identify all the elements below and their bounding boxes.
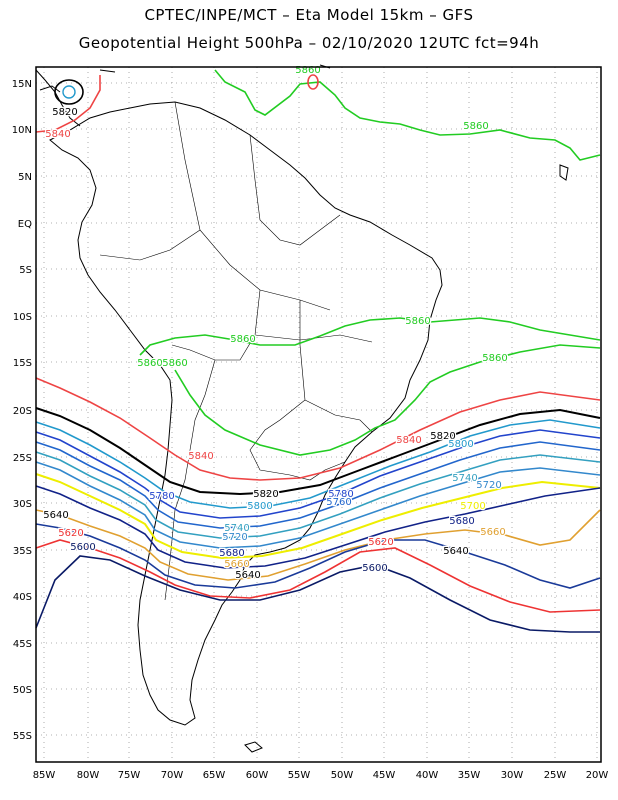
contour-label: 5720 [222,532,247,543]
contour-label: 5640 [43,510,68,521]
contour-5660 [35,509,601,581]
contour-5860-low [307,74,319,90]
contour-label: 5800 [247,501,272,512]
contour-5680 [35,485,601,569]
lon-tick-label: 70W [161,770,184,781]
contour-label: 5800 [448,439,473,450]
contour-label: 5740 [452,473,477,484]
contour-label: 5660 [480,527,505,538]
contour-label: 5660 [224,559,249,570]
contour-label: 5820 [430,431,455,442]
contour-label: 5720 [476,480,501,491]
caribbean-islands [39,64,569,181]
lat-tick-label: 10S [13,312,32,323]
contour-label: 5860 [230,334,255,345]
lat-tick-label: 30S [13,499,32,510]
contour-label: 5840 [188,451,213,462]
contour-label: 5680 [219,548,244,559]
lat-tick-label: 55S [13,731,32,742]
contour-label: 5820 [253,489,278,500]
lon-tick-label: 45W [373,770,396,781]
lat-tick-label: 35S [13,546,32,557]
contour-label: 5740 [224,523,249,534]
contour-label: 5860 [463,121,488,132]
lon-tick-label: 55W [288,770,311,781]
lat-tick-label: 50S [13,685,32,696]
lon-tick-label: 25W [544,770,567,781]
contour-5840-north [35,75,101,133]
contour-label: 5860 [162,358,187,369]
contour-label: 5640 [443,546,468,557]
lat-tick-label: 15N [12,79,32,90]
lon-tick-label: 50W [331,770,354,781]
lon-tick-label: 40W [416,770,439,781]
contour-5640 [35,523,601,589]
contour-label: 5620 [58,528,83,539]
lat-tick-label: 10N [12,125,32,136]
lat-tick-label: 25S [13,453,32,464]
contour-5720 [35,461,601,549]
lat-tick-label: 15S [13,358,32,369]
contour-label: 5620 [368,537,393,548]
falkland-islands [244,741,263,753]
contour-label: 5840 [45,129,70,140]
contour-label: 5680 [449,516,474,527]
contour-label: 5780 [149,491,174,502]
latitude-labels: 15N 10N 5N EQ 5S 10S 15S 20S 25S 30S 35S 40S 45S 50S 5… [12,79,32,742]
contour-5700 [35,473,601,560]
lat-tick-label: EQ [18,219,32,230]
lon-tick-label: 75W [118,770,141,781]
lon-tick-label: 30W [501,770,524,781]
contour-5840 [35,377,601,481]
contour-5820 [35,407,601,496]
contour-5620 [35,539,601,613]
lon-tick-label: 80W [77,770,100,781]
longitude-labels: 85W 80W 75W 70W 65W 60W 55W 50W 45W 40W 35W 30W 25W 2… [33,770,609,781]
lon-tick-label: 85W [33,770,56,781]
contour-label: 5640 [235,570,260,581]
contour-5860-tropics [139,317,601,356]
lat-tick-label: 5S [19,265,32,276]
country-borders [99,101,373,601]
contour-5740 [35,451,601,539]
contour-5800 [35,419,601,509]
contour-5860-north [214,69,601,161]
contour-label: 5600 [70,542,95,553]
lat-tick-label: 40S [13,592,32,603]
lat-tick-label: 20S [13,406,32,417]
map-frame [35,66,602,763]
contour-label: 5820 [52,107,77,118]
lon-tick-label: 65W [203,770,226,781]
lat-tick-label: 45S [13,639,32,650]
contour-label: 5600 [362,563,387,574]
south-america-coastline [49,101,443,726]
contour-label: 5700 [460,501,485,512]
lon-tick-label: 60W [246,770,269,781]
contour-label: 5760 [326,497,351,508]
contour-5600 [35,555,600,633]
contour-label: 5860 [482,353,507,364]
lon-tick-label: 20W [586,770,609,781]
contours [35,69,601,633]
contour-5860-south [174,344,601,456]
contour-5820-ring [54,79,84,105]
contour-label: 5860 [405,316,430,327]
contour-5780 [35,429,601,519]
central-america-coastline [35,69,81,127]
coastlines [35,64,569,753]
chart-title: CPTEC/INPE/MCT – Eta Model 15km – GFS [144,6,474,24]
lat-lon-grid [36,67,601,762]
lat-tick-label: 5N [18,172,32,183]
contour-5820-ring-inner [62,85,76,99]
contour-label: 5780 [328,489,353,500]
chart-subtitle: Geopotential Height 500hPa – 02/10/2020 … [78,34,540,52]
contour-5760 [35,441,601,529]
contour-label: 5860 [137,358,162,369]
lon-tick-label: 35W [458,770,481,781]
contour-label: 5840 [396,435,421,446]
